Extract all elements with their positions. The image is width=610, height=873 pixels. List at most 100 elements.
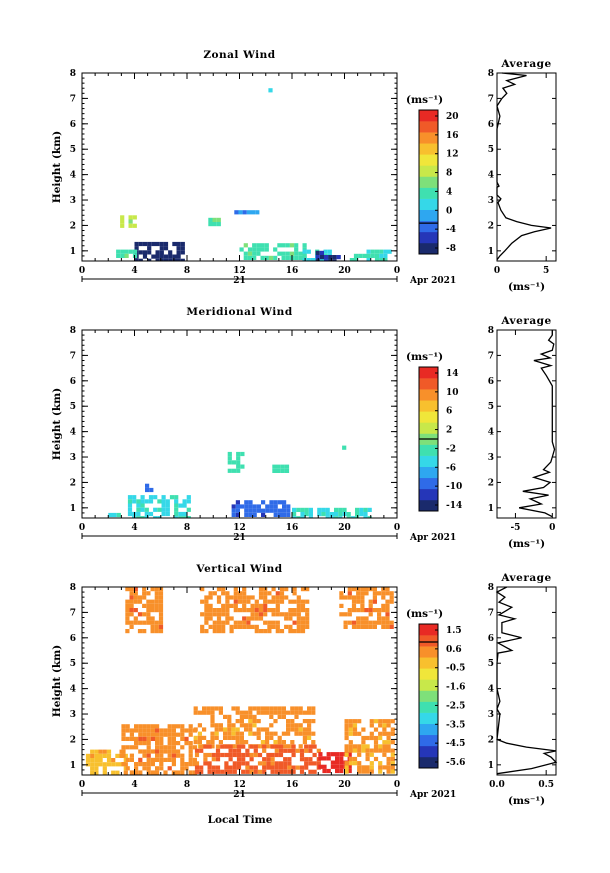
average-y-tick-label: 8 [488,583,494,593]
data-cell [159,728,164,733]
y-tick-label: 5 [70,402,76,412]
average-y-tick-label: 4 [488,685,494,695]
data-cell [274,748,279,753]
data-cell [155,728,160,733]
data-cell [237,620,243,625]
data-cell [184,762,189,767]
data-cell [299,769,305,774]
data-cell [377,612,382,617]
data-cell [386,761,391,766]
data-cell [263,612,268,617]
data-cell [270,761,275,766]
data-cell [249,752,254,758]
data-cell [129,608,134,613]
data-cell [204,599,209,604]
data-cell [188,757,193,762]
average-y-tick-label: 6 [488,120,494,130]
data-cell [348,748,353,753]
data-cell [292,512,297,517]
colorbar-tick-label: -2 [446,444,456,454]
data-cell [232,761,237,766]
data-cell [288,624,293,629]
data-cell [350,516,355,518]
data-cell [94,749,99,754]
data-cell [244,508,249,513]
data-cell [316,748,321,753]
data-cell [176,258,181,261]
data-cell [245,752,250,758]
data-cell [369,723,374,728]
data-cell [389,624,394,629]
colorbar-tick-label: 4 [446,187,452,197]
data-cell [330,752,335,757]
y-tick-label: 2 [70,478,76,488]
data-cell [208,608,213,613]
data-cell [138,762,143,767]
y-axis-label: Height (km) [51,388,63,460]
data-cell [286,744,291,749]
data-cell [223,727,228,732]
data-cell [292,620,297,625]
data-cell [256,504,261,509]
data-cell [221,629,226,634]
data-cell [368,624,373,629]
data-cell [302,731,307,736]
colorbar-band [419,756,438,769]
data-cell [277,500,282,505]
data-cell [278,744,284,749]
data-cell [283,757,288,762]
data-cell [300,507,305,512]
data-cell [294,706,299,711]
data-cell [326,752,331,757]
data-cell [121,728,126,733]
colorbar-band [419,466,438,479]
data-cell [286,719,291,724]
data-cell [125,608,130,613]
data-cell [248,731,253,736]
average-y-tick-label: 7 [488,351,494,361]
data-cell [292,591,297,596]
data-cell [263,629,268,634]
y-tick-label: 1 [70,247,76,257]
data-cell [133,587,138,592]
data-cell [210,735,215,740]
data-cell [347,768,352,774]
data-cell [330,764,335,769]
data-cell [360,603,365,608]
data-cell [236,748,242,753]
data-cell [290,727,295,732]
data-cell [285,251,290,256]
data-cell [265,710,270,715]
data-cell [386,731,391,736]
data-cell [210,723,215,728]
data-cell [174,507,179,512]
colorbar-tick-label: -3.5 [446,720,465,730]
data-cell [368,620,373,625]
y-tick-label: 1 [70,504,76,514]
colorbar-unit: (ms⁻¹) [406,608,443,620]
data-cell [235,500,240,505]
data-cell [150,728,155,733]
data-cell [245,765,250,770]
data-cell [373,727,379,732]
y-tick-label: 2 [70,221,76,231]
data-cell [356,608,361,613]
data-cell [150,770,155,775]
data-cell [368,612,373,617]
data-cell [248,719,253,724]
data-cell [284,595,289,600]
data-cell [258,629,264,634]
data-cell [125,757,130,762]
data-cell [283,748,288,753]
data-cell [270,769,275,774]
data-cell [279,599,285,604]
data-cell [335,768,340,774]
data-cell [319,258,324,261]
data-cell [125,620,130,625]
data-cell [204,629,209,634]
data-cell [210,731,215,736]
data-cell [296,595,301,600]
data-cell [216,616,222,621]
data-cell [339,760,344,765]
data-cell [292,599,297,604]
